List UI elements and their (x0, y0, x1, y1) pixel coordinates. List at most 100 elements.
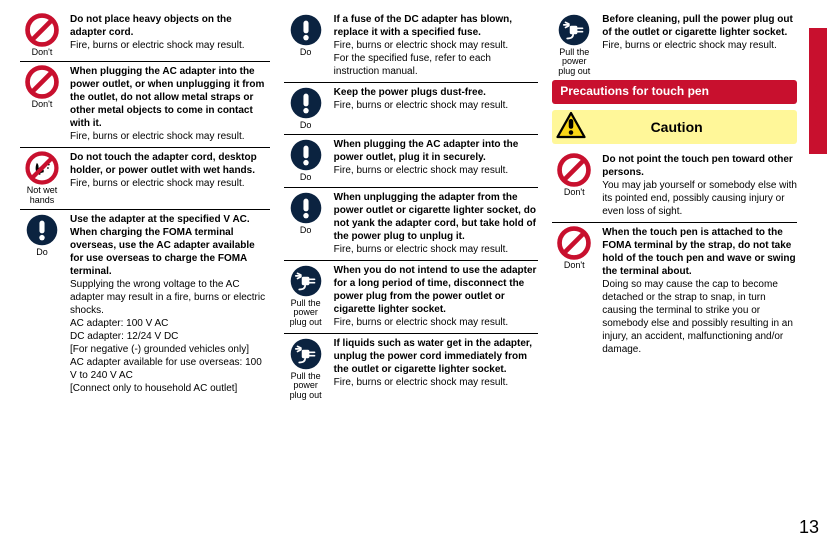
warning-item: Do If a fuse of the DC adapter has blown,… (284, 10, 539, 82)
item-bold-line: Do not touch the adapter cord, desktop h… (70, 151, 270, 177)
item-text: When plugging the AC adapter into the po… (334, 138, 539, 177)
do-icon (289, 86, 323, 120)
item-icon: Don't (20, 65, 64, 109)
warning-item: Pull the power plug outIf liquids such a… (284, 333, 539, 404)
item-text: Do not place heavy objects on the adapte… (70, 13, 270, 52)
item-body-line: Fire, burns or electric shock may result… (70, 39, 270, 52)
unplug-icon (289, 337, 323, 371)
item-text: If liquids such as water get in the adap… (334, 337, 539, 389)
item-bold-line: If a fuse of the DC adapter has blown, r… (334, 13, 539, 39)
icon-label: Do (284, 173, 328, 182)
prohibit-icon (25, 13, 59, 47)
warning-item: Don't Do not point the touch pen toward o… (552, 150, 797, 222)
side-section-label: Introduction (801, 60, 827, 136)
icon-label: Don't (20, 100, 64, 109)
item-body-line: DC adapter: 12/24 V DC (70, 330, 270, 343)
unplug-icon (289, 264, 323, 298)
item-bold-line: When unplugging the adapter from the pow… (334, 191, 539, 243)
item-text: When unplugging the adapter from the pow… (334, 191, 539, 256)
item-body-line: Fire, burns or electric shock may result… (70, 177, 270, 190)
caution-triangle-icon (556, 111, 586, 139)
item-body-line: Fire, burns or electric shock may result… (70, 130, 270, 143)
item-icon: Do (20, 213, 64, 257)
item-icon: Pull the power plug out (284, 337, 328, 400)
item-body-line: Fire, burns or electric shock may result… (334, 99, 539, 112)
do-icon (289, 191, 323, 225)
warning-item: Do Use the adapter at the specified V AC.… (20, 209, 270, 399)
item-body-line: You may jab yourself or somebody else wi… (602, 179, 797, 218)
unplug-icon (557, 13, 591, 47)
item-bold-line: Do not point the touch pen toward other … (602, 153, 797, 179)
item-bold-line: Do not place heavy objects on the adapte… (70, 13, 270, 39)
warning-item: Pull the power plug outBefore cleaning, … (552, 10, 797, 80)
prohibit-icon (557, 153, 591, 187)
warning-item: Do When plugging the AC adapter into the … (284, 134, 539, 186)
item-body-line: AC adapter available for use overseas: 1… (70, 356, 270, 382)
item-bold-line: When plugging the AC adapter into the po… (70, 65, 270, 130)
warning-item: DoWhen unplugging the adapter from the p… (284, 187, 539, 260)
item-body-line: Fire, burns or electric shock may result… (334, 316, 539, 329)
icon-label: Don't (552, 188, 596, 197)
item-bold-line: Use the adapter at the specified V AC. (70, 213, 270, 226)
item-text: When plugging the AC adapter into the po… (70, 65, 270, 143)
item-body-line: Fire, burns or electric shock may result… (334, 243, 539, 256)
item-text: Do not point the touch pen toward other … (602, 153, 797, 218)
icon-label: Do (284, 48, 328, 57)
icon-label: Pull the power plug out (552, 48, 596, 76)
icon-label: Pull the power plug out (284, 372, 328, 400)
item-icon: Pull the power plug out (284, 264, 328, 327)
item-text: When the touch pen is attached to the FO… (602, 226, 797, 356)
icon-label: Not wet hands (20, 186, 64, 205)
item-icon: Don't (552, 226, 596, 270)
icon-label: Don't (20, 48, 64, 57)
item-icon: Don't (552, 153, 596, 197)
item-bold-line: If liquids such as water get in the adap… (334, 337, 539, 376)
warning-item: Pull the power plug outWhen you do not i… (284, 260, 539, 333)
item-icon: Don't (20, 13, 64, 57)
item-bold-line: When the touch pen is attached to the FO… (602, 226, 797, 278)
warning-item: Don't When plugging the AC adapter into t… (20, 61, 270, 147)
caution-bar: Caution (552, 110, 797, 144)
caution-label: Caution (592, 118, 797, 136)
item-bold-line: Before cleaning, pull the power plug out… (602, 13, 797, 39)
item-body-line: Supplying the wrong voltage to the AC ad… (70, 278, 270, 317)
section-header: Precautions for touch pen (552, 80, 797, 104)
item-body-line: AC adapter: 100 V AC (70, 317, 270, 330)
item-body-line: Fire, burns or electric shock may result… (602, 39, 797, 52)
icon-label: Do (20, 248, 64, 257)
warning-item: Do Keep the power plugs dust-free.Fire, b… (284, 82, 539, 134)
icon-label: Do (284, 121, 328, 130)
icon-label: Don't (552, 261, 596, 270)
warning-item: Not wet hands Do not touch the adapter co… (20, 147, 270, 209)
item-text: Keep the power plugs dust-free.Fire, bur… (334, 86, 539, 112)
prohibit-icon (557, 226, 591, 260)
item-text: Do not touch the adapter cord, desktop h… (70, 151, 270, 190)
item-body-line: Fire, burns or electric shock may result… (334, 164, 539, 177)
wet-hands-prohibit-icon (25, 151, 59, 185)
item-bold-line: When you do not intend to use the adapte… (334, 264, 539, 316)
item-text: Use the adapter at the specified V AC.Wh… (70, 213, 270, 395)
item-body-line: [For negative (-) grounded vehicles only… (70, 343, 270, 356)
item-body-line: Fire, burns or electric shock may result… (334, 376, 539, 389)
item-icon: Do (284, 138, 328, 182)
item-icon: Pull the power plug out (552, 13, 596, 76)
page-number: 13 (799, 516, 819, 539)
warning-item: Don't Do not place heavy objects on the a… (20, 10, 270, 61)
page-content: Don't Do not place heavy objects on the a… (0, 0, 827, 543)
item-text: Before cleaning, pull the power plug out… (602, 13, 797, 52)
item-body-line: Fire, burns or electric shock may result… (334, 39, 539, 52)
item-icon: Do (284, 191, 328, 235)
item-icon: Do (284, 86, 328, 130)
do-icon (289, 138, 323, 172)
item-bold-line: Keep the power plugs dust-free. (334, 86, 539, 99)
item-text: If a fuse of the DC adapter has blown, r… (334, 13, 539, 78)
warning-item: Don't When the touch pen is attached to t… (552, 222, 797, 360)
item-body-line: For the specified fuse, refer to each in… (334, 52, 539, 78)
item-text: When you do not intend to use the adapte… (334, 264, 539, 329)
item-body-line: Doing so may cause the cap to become det… (602, 278, 797, 356)
prohibit-icon (25, 65, 59, 99)
item-bold-line: When plugging the AC adapter into the po… (334, 138, 539, 164)
item-bold-line: When charging the FOMA terminal overseas… (70, 226, 270, 278)
item-icon: Not wet hands (20, 151, 64, 205)
do-icon (289, 13, 323, 47)
